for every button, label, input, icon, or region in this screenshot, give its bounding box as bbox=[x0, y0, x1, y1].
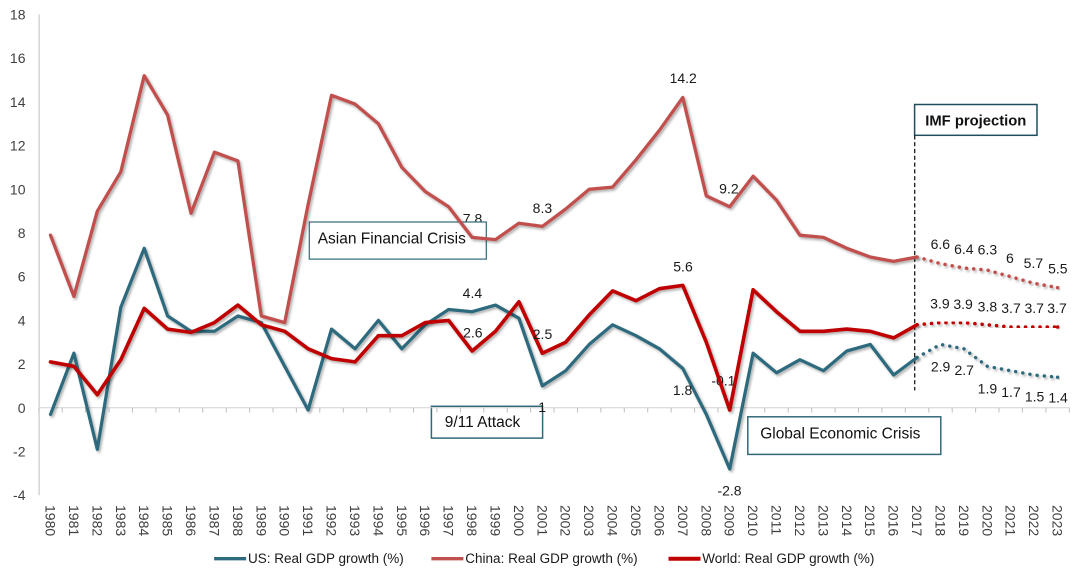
svg-text:China: Real GDP growth (%): China: Real GDP growth (%) bbox=[465, 551, 637, 566]
svg-text:2.5: 2.5 bbox=[533, 326, 553, 342]
svg-text:2018: 2018 bbox=[933, 505, 949, 536]
svg-text:-2.8: -2.8 bbox=[717, 482, 741, 498]
svg-text:6.6: 6.6 bbox=[931, 236, 951, 252]
svg-text:5.6: 5.6 bbox=[673, 258, 693, 274]
svg-text:9/11 Attack: 9/11 Attack bbox=[445, 414, 521, 431]
svg-text:1.5: 1.5 bbox=[1025, 388, 1045, 404]
svg-text:4.4: 4.4 bbox=[463, 285, 483, 301]
svg-text:1986: 1986 bbox=[183, 505, 199, 536]
svg-text:1.9: 1.9 bbox=[978, 380, 998, 396]
svg-text:9.2: 9.2 bbox=[719, 180, 739, 196]
svg-text:IMF projection: IMF projection bbox=[925, 113, 1026, 129]
svg-text:2007: 2007 bbox=[675, 505, 691, 536]
svg-text:6.4: 6.4 bbox=[954, 241, 974, 257]
svg-text:1984: 1984 bbox=[136, 505, 152, 536]
svg-text:-4: -4 bbox=[13, 487, 26, 503]
svg-text:4: 4 bbox=[18, 312, 26, 328]
svg-text:1: 1 bbox=[538, 399, 546, 415]
svg-text:2014: 2014 bbox=[839, 505, 855, 536]
svg-text:1995: 1995 bbox=[394, 505, 410, 536]
svg-text:1.4: 1.4 bbox=[1048, 390, 1068, 406]
svg-text:6: 6 bbox=[1006, 250, 1014, 266]
svg-text:1988: 1988 bbox=[230, 505, 246, 536]
svg-text:1982: 1982 bbox=[89, 505, 105, 536]
svg-text:2.9: 2.9 bbox=[931, 359, 951, 375]
svg-text:3.7: 3.7 bbox=[1047, 300, 1067, 316]
svg-text:6: 6 bbox=[18, 269, 26, 285]
svg-text:2019: 2019 bbox=[956, 505, 972, 536]
svg-text:-2: -2 bbox=[13, 444, 26, 460]
svg-text:2022: 2022 bbox=[1026, 505, 1042, 536]
svg-text:1983: 1983 bbox=[113, 505, 129, 536]
svg-text:8.3: 8.3 bbox=[533, 200, 553, 216]
svg-text:2023: 2023 bbox=[1050, 505, 1066, 536]
svg-text:18: 18 bbox=[10, 7, 26, 23]
svg-text:1996: 1996 bbox=[417, 505, 433, 536]
svg-text:2013: 2013 bbox=[815, 505, 831, 536]
svg-text:5.7: 5.7 bbox=[1024, 255, 1044, 271]
svg-text:3.7: 3.7 bbox=[1001, 300, 1021, 316]
svg-text:Global Economic Crisis: Global Economic Crisis bbox=[760, 426, 920, 443]
svg-text:2000: 2000 bbox=[511, 505, 527, 536]
svg-text:1991: 1991 bbox=[300, 505, 316, 536]
svg-text:1997: 1997 bbox=[441, 505, 457, 536]
svg-text:10: 10 bbox=[10, 181, 26, 197]
svg-text:1994: 1994 bbox=[370, 505, 386, 536]
svg-text:2012: 2012 bbox=[792, 505, 808, 536]
svg-text:2001: 2001 bbox=[534, 505, 550, 536]
svg-text:2002: 2002 bbox=[558, 505, 574, 536]
svg-text:1981: 1981 bbox=[66, 505, 82, 536]
svg-text:14.2: 14.2 bbox=[670, 70, 697, 86]
svg-text:16: 16 bbox=[10, 50, 26, 66]
svg-text:5.5: 5.5 bbox=[1048, 260, 1068, 276]
svg-text:2006: 2006 bbox=[651, 505, 667, 536]
svg-text:2010: 2010 bbox=[745, 505, 761, 536]
svg-text:2008: 2008 bbox=[698, 505, 714, 536]
svg-text:-0.1: -0.1 bbox=[711, 373, 735, 389]
svg-text:1.8: 1.8 bbox=[673, 382, 693, 398]
svg-text:2017: 2017 bbox=[909, 505, 925, 536]
svg-text:1.7: 1.7 bbox=[1001, 384, 1021, 400]
svg-text:2.7: 2.7 bbox=[954, 362, 974, 378]
svg-text:1980: 1980 bbox=[43, 505, 59, 536]
svg-text:1998: 1998 bbox=[464, 505, 480, 536]
svg-text:0: 0 bbox=[18, 400, 26, 416]
svg-text:3.8: 3.8 bbox=[978, 298, 998, 314]
svg-text:2: 2 bbox=[18, 356, 26, 372]
svg-text:1985: 1985 bbox=[160, 505, 176, 536]
svg-text:2003: 2003 bbox=[581, 505, 597, 536]
svg-text:1992: 1992 bbox=[324, 505, 340, 536]
svg-text:1987: 1987 bbox=[206, 505, 222, 536]
svg-text:3.7: 3.7 bbox=[1024, 300, 1044, 316]
svg-text:2009: 2009 bbox=[722, 505, 738, 536]
svg-text:2005: 2005 bbox=[628, 505, 644, 536]
svg-text:2011: 2011 bbox=[769, 505, 785, 535]
svg-text:1999: 1999 bbox=[488, 505, 504, 536]
svg-text:2.6: 2.6 bbox=[463, 325, 483, 341]
svg-text:14: 14 bbox=[10, 94, 26, 110]
svg-text:3.9: 3.9 bbox=[953, 296, 973, 312]
svg-text:2020: 2020 bbox=[979, 505, 995, 536]
svg-text:2016: 2016 bbox=[886, 505, 902, 536]
svg-text:2021: 2021 bbox=[1003, 505, 1019, 536]
svg-text:World: Real GDP growth (%): World: Real GDP growth (%) bbox=[702, 551, 874, 566]
svg-text:12: 12 bbox=[10, 138, 26, 154]
svg-text:6.3: 6.3 bbox=[978, 242, 998, 258]
svg-text:Asian Financial Crisis: Asian Financial Crisis bbox=[318, 231, 466, 248]
svg-text:1993: 1993 bbox=[347, 505, 363, 536]
svg-text:3.9: 3.9 bbox=[930, 295, 950, 311]
svg-text:US: Real GDP growth (%): US: Real GDP growth (%) bbox=[248, 551, 404, 566]
svg-text:1989: 1989 bbox=[253, 505, 269, 536]
svg-text:1990: 1990 bbox=[277, 505, 293, 536]
svg-text:8: 8 bbox=[18, 225, 26, 241]
svg-text:2015: 2015 bbox=[862, 505, 878, 536]
svg-text:2004: 2004 bbox=[605, 505, 621, 536]
